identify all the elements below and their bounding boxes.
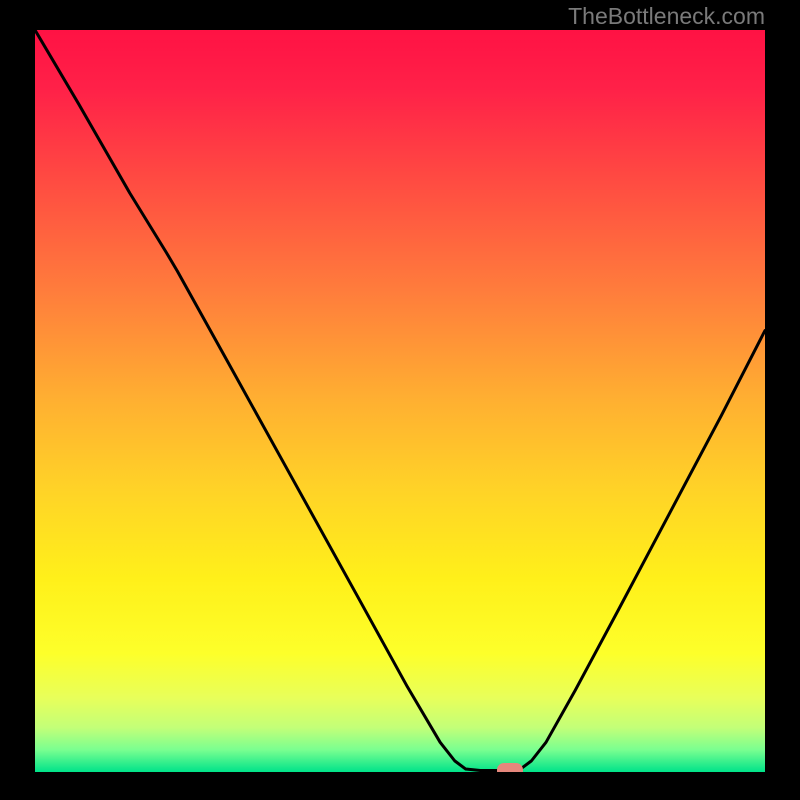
watermark-text: TheBottleneck.com [568,3,765,30]
chart-gradient-background [35,30,765,772]
chart-plot-area [35,30,765,772]
